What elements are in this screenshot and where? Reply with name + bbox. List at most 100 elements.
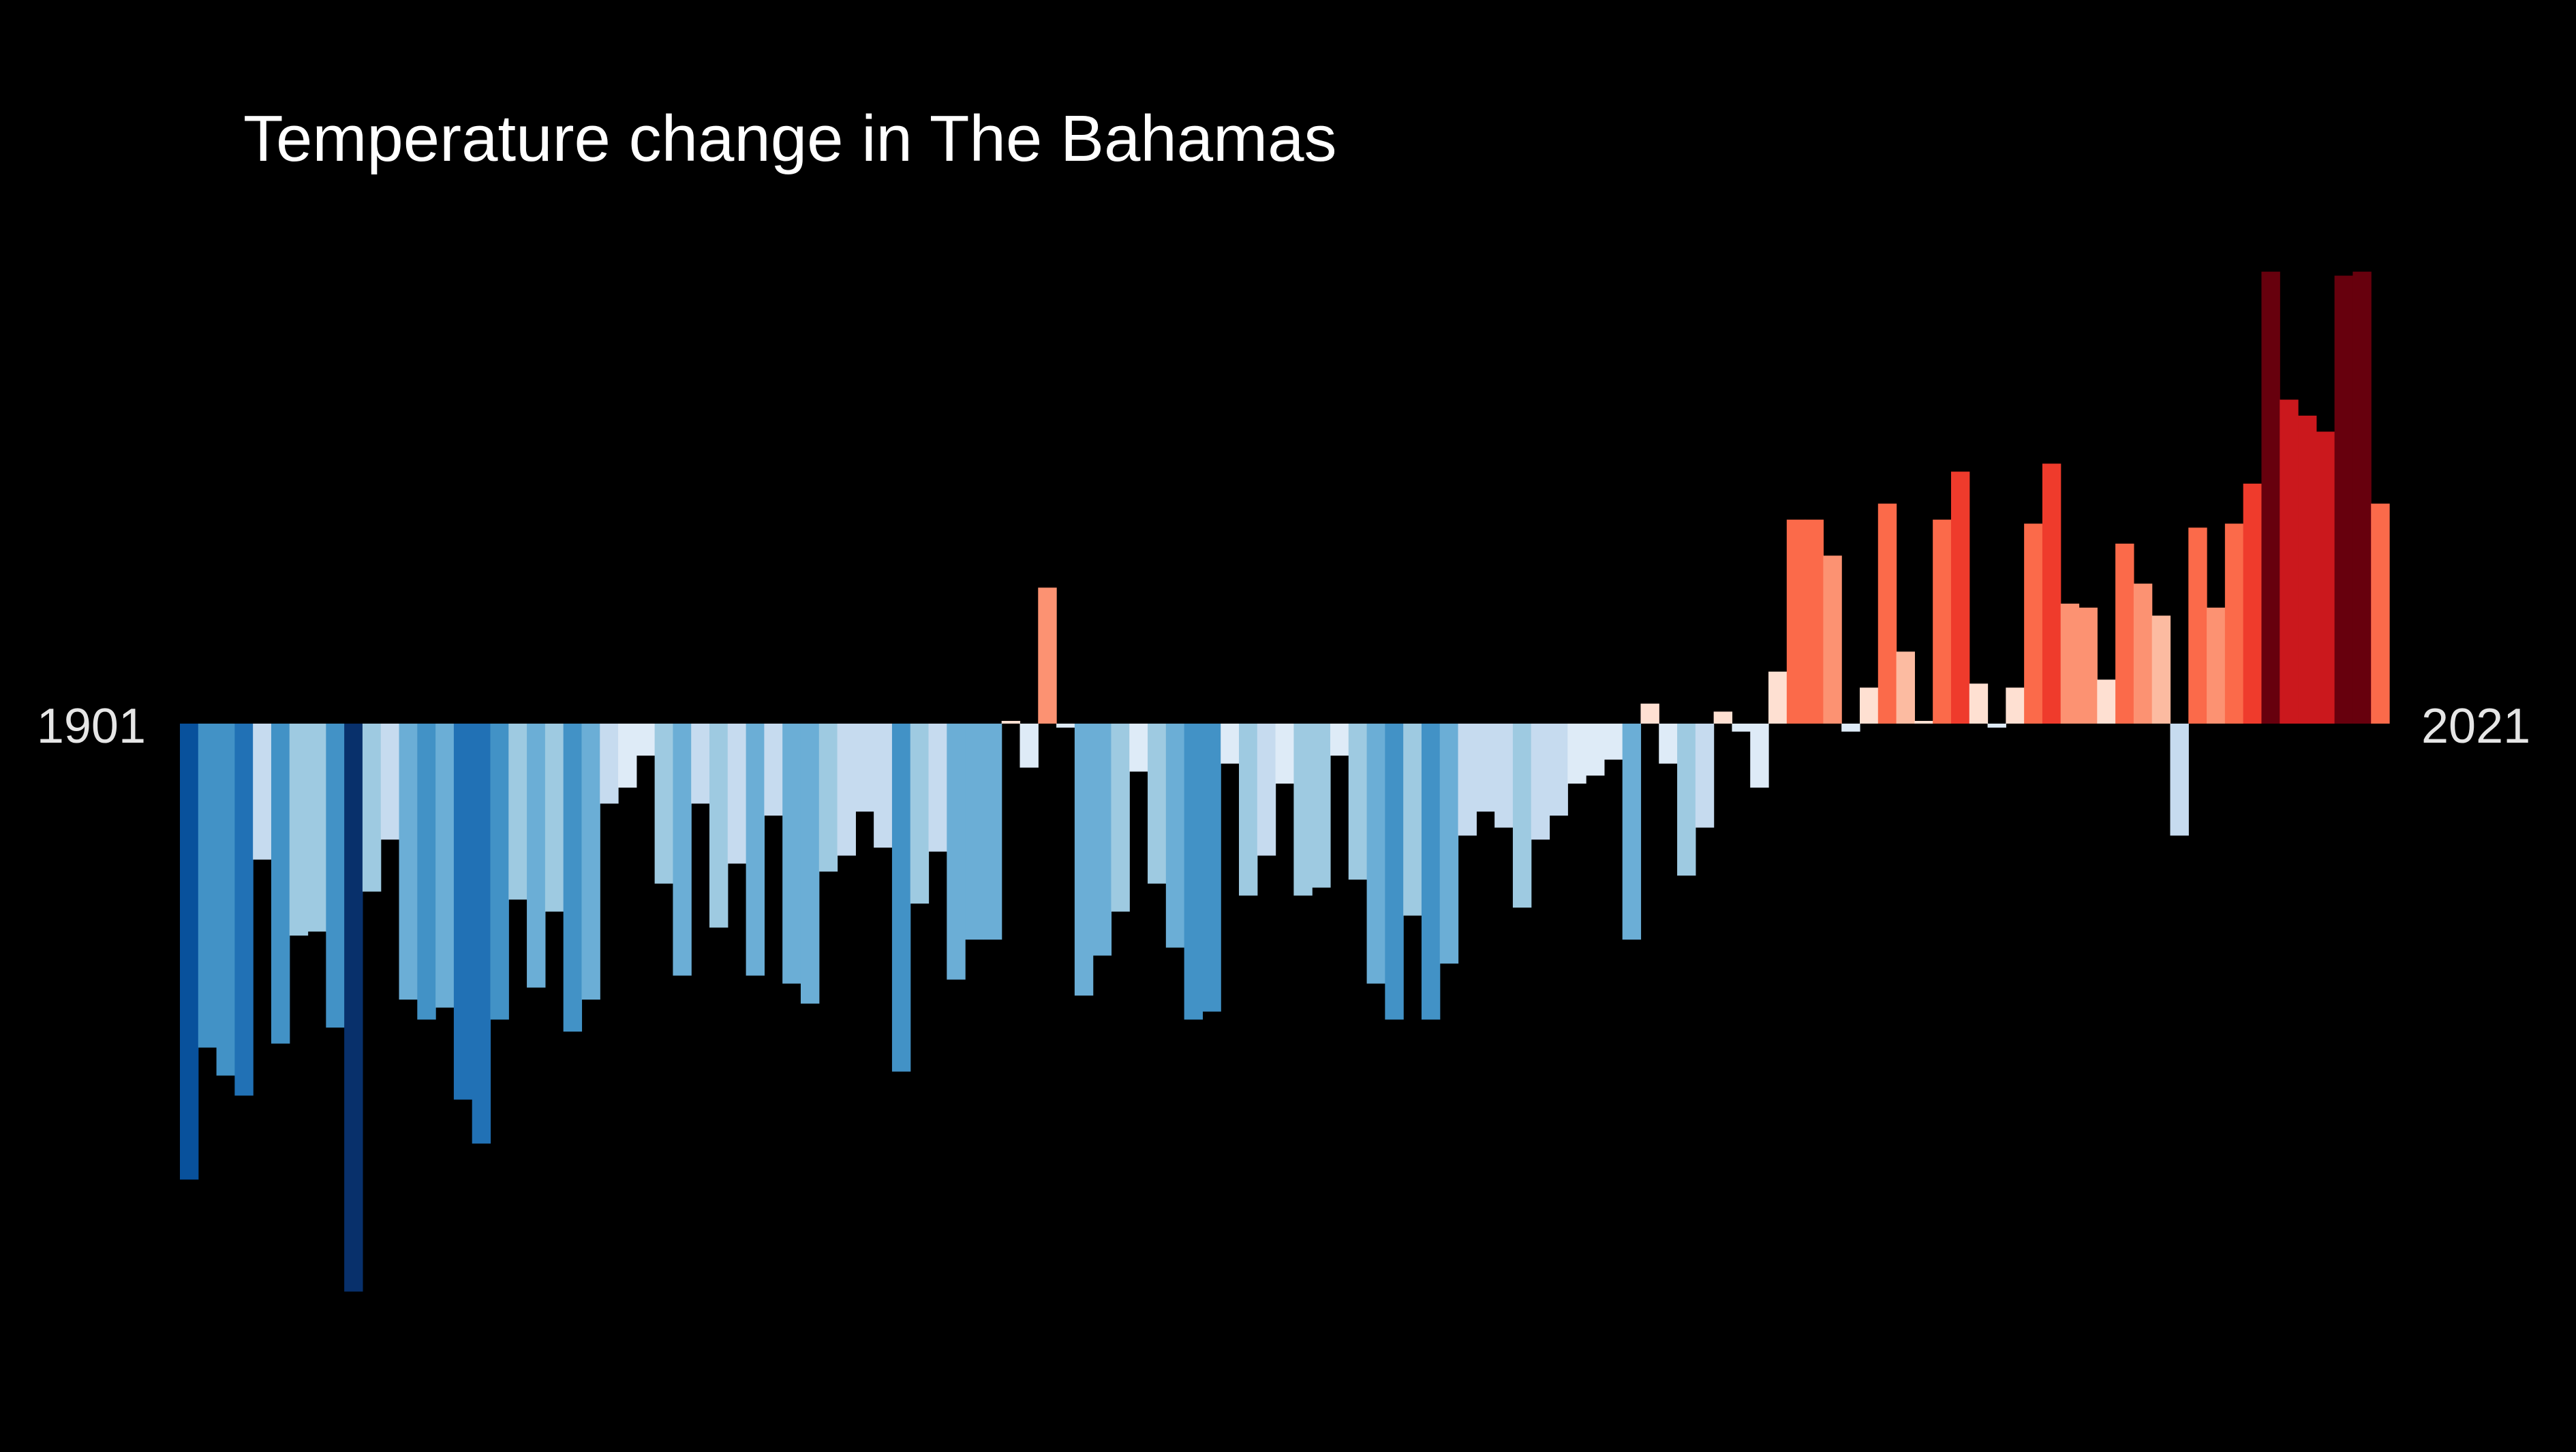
bar-series	[180, 271, 2390, 1292]
bar-1906	[271, 724, 290, 1044]
bar-1976	[1549, 724, 1568, 816]
bar-1935	[800, 724, 820, 1004]
bar-1903	[216, 724, 235, 1076]
bar-1977	[1567, 724, 1586, 784]
bar-1957	[1202, 724, 1221, 1012]
chart-title: Temperature change in The Bahamas	[243, 102, 1337, 175]
bar-1937	[837, 724, 856, 856]
bar-1934	[782, 724, 801, 984]
bar-1961	[1275, 724, 1294, 784]
bar-1973	[1494, 724, 1514, 828]
bar-1933	[764, 724, 783, 816]
bar-1920	[527, 724, 546, 988]
bar-1965	[1348, 724, 1368, 880]
bar-1932	[746, 724, 765, 976]
bar-1950	[1074, 724, 1094, 996]
bar-1908	[307, 724, 326, 932]
bar-1901	[180, 724, 199, 1180]
bar-2013	[2224, 523, 2244, 724]
bar-1913	[399, 724, 418, 1000]
bar-1929	[691, 724, 710, 804]
bar-1978	[1586, 724, 1605, 776]
bar-1989	[1786, 519, 1806, 724]
bar-1922	[563, 724, 583, 1032]
bar-1982	[1659, 724, 1678, 764]
bar-1926	[636, 724, 656, 756]
bar-1948	[1038, 587, 1057, 724]
bar-1979	[1604, 724, 1623, 760]
bar-2006	[2097, 679, 2116, 724]
bar-1909	[326, 724, 345, 1028]
bar-2018	[2316, 431, 2335, 724]
bar-2007	[2115, 543, 2134, 724]
bar-1969	[1421, 724, 1441, 1020]
bar-1938	[855, 724, 874, 812]
bar-2005	[2079, 607, 2098, 724]
bar-1951	[1092, 724, 1112, 956]
bar-1946	[1001, 721, 1021, 724]
bar-1972	[1476, 724, 1495, 812]
bar-1905	[253, 724, 272, 860]
bar-1910	[344, 724, 363, 1292]
bar-2009	[2151, 615, 2171, 724]
bar-2010	[2170, 724, 2189, 836]
bar-2019	[2334, 275, 2354, 724]
bar-1911	[362, 724, 382, 892]
bar-2015	[2261, 271, 2280, 724]
bar-1995	[1896, 651, 1915, 724]
bar-1960	[1257, 724, 1276, 856]
bar-1993	[1859, 688, 1879, 724]
bar-1931	[727, 724, 747, 864]
bar-2001	[2006, 688, 2025, 724]
bar-2008	[2133, 583, 2153, 724]
bar-1915	[435, 724, 455, 1008]
bar-1940	[891, 724, 911, 1072]
bar-1966	[1366, 724, 1385, 984]
bar-1947	[1019, 724, 1039, 768]
bar-1936	[818, 724, 838, 872]
bar-1925	[618, 724, 637, 788]
bar-1953	[1129, 724, 1148, 772]
bar-1930	[709, 724, 729, 928]
bar-1941	[910, 724, 930, 904]
bar-1943	[947, 724, 966, 980]
bar-1956	[1184, 724, 1203, 1020]
bar-1942	[928, 724, 947, 852]
bar-2003	[2042, 463, 2061, 724]
bar-2002	[2024, 523, 2043, 724]
bar-1904	[234, 724, 254, 1096]
end-year-label: 2021	[2421, 699, 2530, 754]
bar-1902	[198, 724, 217, 1048]
bar-1992	[1841, 724, 1860, 732]
bar-1994	[1877, 504, 1897, 724]
bar-1924	[600, 724, 619, 804]
bar-1985	[1713, 711, 1733, 724]
bar-1939	[874, 724, 893, 848]
bar-1916	[453, 724, 473, 1100]
bar-1914	[417, 724, 436, 1020]
bar-2012	[2207, 607, 2226, 724]
bar-1968	[1403, 724, 1422, 916]
bar-1949	[1056, 724, 1075, 728]
bar-1981	[1640, 703, 1659, 724]
bar-2016	[2280, 399, 2299, 724]
bar-1974	[1512, 724, 1532, 908]
bar-1944	[965, 724, 984, 940]
bar-1952	[1111, 724, 1130, 912]
bar-1917	[472, 724, 491, 1144]
bar-1964	[1330, 724, 1349, 756]
bar-1999	[1969, 683, 1989, 724]
bar-1955	[1165, 724, 1185, 948]
bar-1912	[380, 724, 400, 840]
bar-1970	[1439, 724, 1459, 964]
bar-2011	[2188, 527, 2207, 724]
bar-2000	[1987, 724, 2006, 728]
bar-1975	[1531, 724, 1550, 840]
bar-1983	[1677, 724, 1696, 876]
bar-1963	[1312, 724, 1331, 888]
bar-2014	[2243, 483, 2263, 724]
bar-1996	[1914, 721, 1933, 724]
bar-1918	[490, 724, 509, 1020]
